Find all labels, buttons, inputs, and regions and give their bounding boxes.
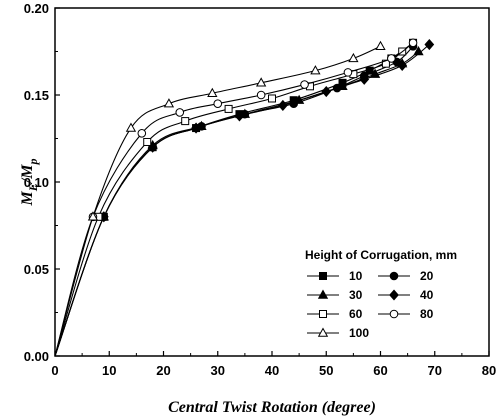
legend-entry: 20 bbox=[378, 269, 434, 283]
marker-triangle bbox=[317, 327, 329, 337]
y-tick-label: 0.20 bbox=[24, 1, 49, 16]
marker-diamond bbox=[321, 85, 332, 98]
marker-square bbox=[268, 94, 276, 103]
x-tick-label: 20 bbox=[156, 363, 170, 378]
marker-triangle bbox=[163, 98, 175, 108]
legend-entry: 60 bbox=[307, 307, 363, 321]
marker-triangle bbox=[413, 45, 424, 56]
marker-triangle bbox=[375, 40, 386, 50]
marker-triangle bbox=[125, 122, 137, 132]
legend-entry: 30 bbox=[307, 288, 363, 302]
marker-triangle bbox=[348, 52, 359, 63]
x-tick-label: 60 bbox=[373, 363, 387, 378]
legend-label: 100 bbox=[349, 326, 369, 340]
marker-square bbox=[319, 310, 327, 318]
x-tick-label: 50 bbox=[319, 363, 333, 378]
legend-label: 60 bbox=[349, 307, 363, 321]
marker-circle bbox=[343, 68, 353, 77]
y-axis-title: ME/Mp bbox=[19, 159, 40, 207]
y-title-sub-e: E bbox=[26, 183, 40, 192]
x-axis-title: Central Twist Rotation (degree) bbox=[168, 399, 376, 416]
marker-circle bbox=[137, 128, 147, 138]
legend-label: 10 bbox=[349, 269, 363, 283]
y-title-sub-p: p bbox=[26, 159, 40, 166]
x-tick-label: 0 bbox=[51, 363, 58, 378]
marker-square bbox=[224, 104, 233, 113]
marker-square bbox=[319, 272, 327, 280]
marker-diamond bbox=[277, 99, 288, 111]
legend: Height of Corrugation, mm 10 20 30 40 60 80 100 bbox=[305, 248, 457, 340]
marker-triangle bbox=[207, 87, 218, 97]
series-layer bbox=[54, 38, 435, 357]
legend-label: 80 bbox=[420, 307, 434, 321]
y-title-m2: M bbox=[19, 164, 36, 180]
x-tick-label: 40 bbox=[265, 363, 279, 378]
legend-label: 20 bbox=[420, 269, 434, 283]
x-tick-label: 80 bbox=[482, 363, 496, 378]
marker-triangle bbox=[317, 289, 329, 299]
y-tick-label: 0.15 bbox=[24, 88, 49, 103]
y-tick-label: 0.10 bbox=[24, 175, 49, 190]
y-title-m: M bbox=[19, 190, 36, 206]
y-tick-label: 0.05 bbox=[24, 262, 49, 277]
marker-triangle bbox=[87, 211, 99, 221]
y-title-slash: / bbox=[19, 177, 36, 184]
marker-square bbox=[143, 137, 152, 146]
legend-entry: 80 bbox=[378, 307, 434, 321]
marker-diamond bbox=[424, 38, 435, 51]
marker-triangle bbox=[255, 77, 267, 87]
marker-circle bbox=[175, 108, 185, 117]
marker-diamond bbox=[389, 289, 399, 301]
legend-label: 30 bbox=[349, 288, 363, 302]
marker-triangle bbox=[310, 65, 321, 75]
legend-entry: 40 bbox=[378, 288, 434, 302]
marker-diamond bbox=[359, 73, 370, 85]
x-tick-label: 10 bbox=[102, 363, 116, 378]
marker-circle bbox=[389, 271, 399, 281]
y-axis-title-text: ME/Mp bbox=[19, 159, 40, 207]
series-40 bbox=[54, 38, 435, 357]
marker-diamond bbox=[191, 122, 201, 134]
x-tick-label: 30 bbox=[211, 363, 225, 378]
series-100 bbox=[54, 40, 386, 357]
marker-diamond bbox=[397, 59, 408, 71]
marker-square bbox=[181, 117, 190, 126]
legend-entry: 100 bbox=[307, 326, 369, 340]
marker-diamond bbox=[234, 110, 245, 122]
legend-entry: 10 bbox=[307, 269, 363, 283]
x-tick-label: 70 bbox=[428, 363, 442, 378]
marker-circle bbox=[256, 90, 266, 100]
marker-circle bbox=[389, 309, 399, 319]
legend-label: 40 bbox=[420, 288, 434, 302]
axis-ticks: 0 10 20 30 40 50 60 70 80 0.00 0.05 0.10 0.15 0.20 bbox=[24, 1, 497, 378]
legend-title: Height of Corrugation, mm bbox=[305, 248, 457, 262]
marker-circle bbox=[408, 38, 418, 48]
y-tick-label: 0.00 bbox=[24, 349, 49, 364]
marker-circle bbox=[213, 99, 223, 108]
marker-circle bbox=[387, 54, 396, 63]
marker-circle bbox=[300, 80, 309, 89]
